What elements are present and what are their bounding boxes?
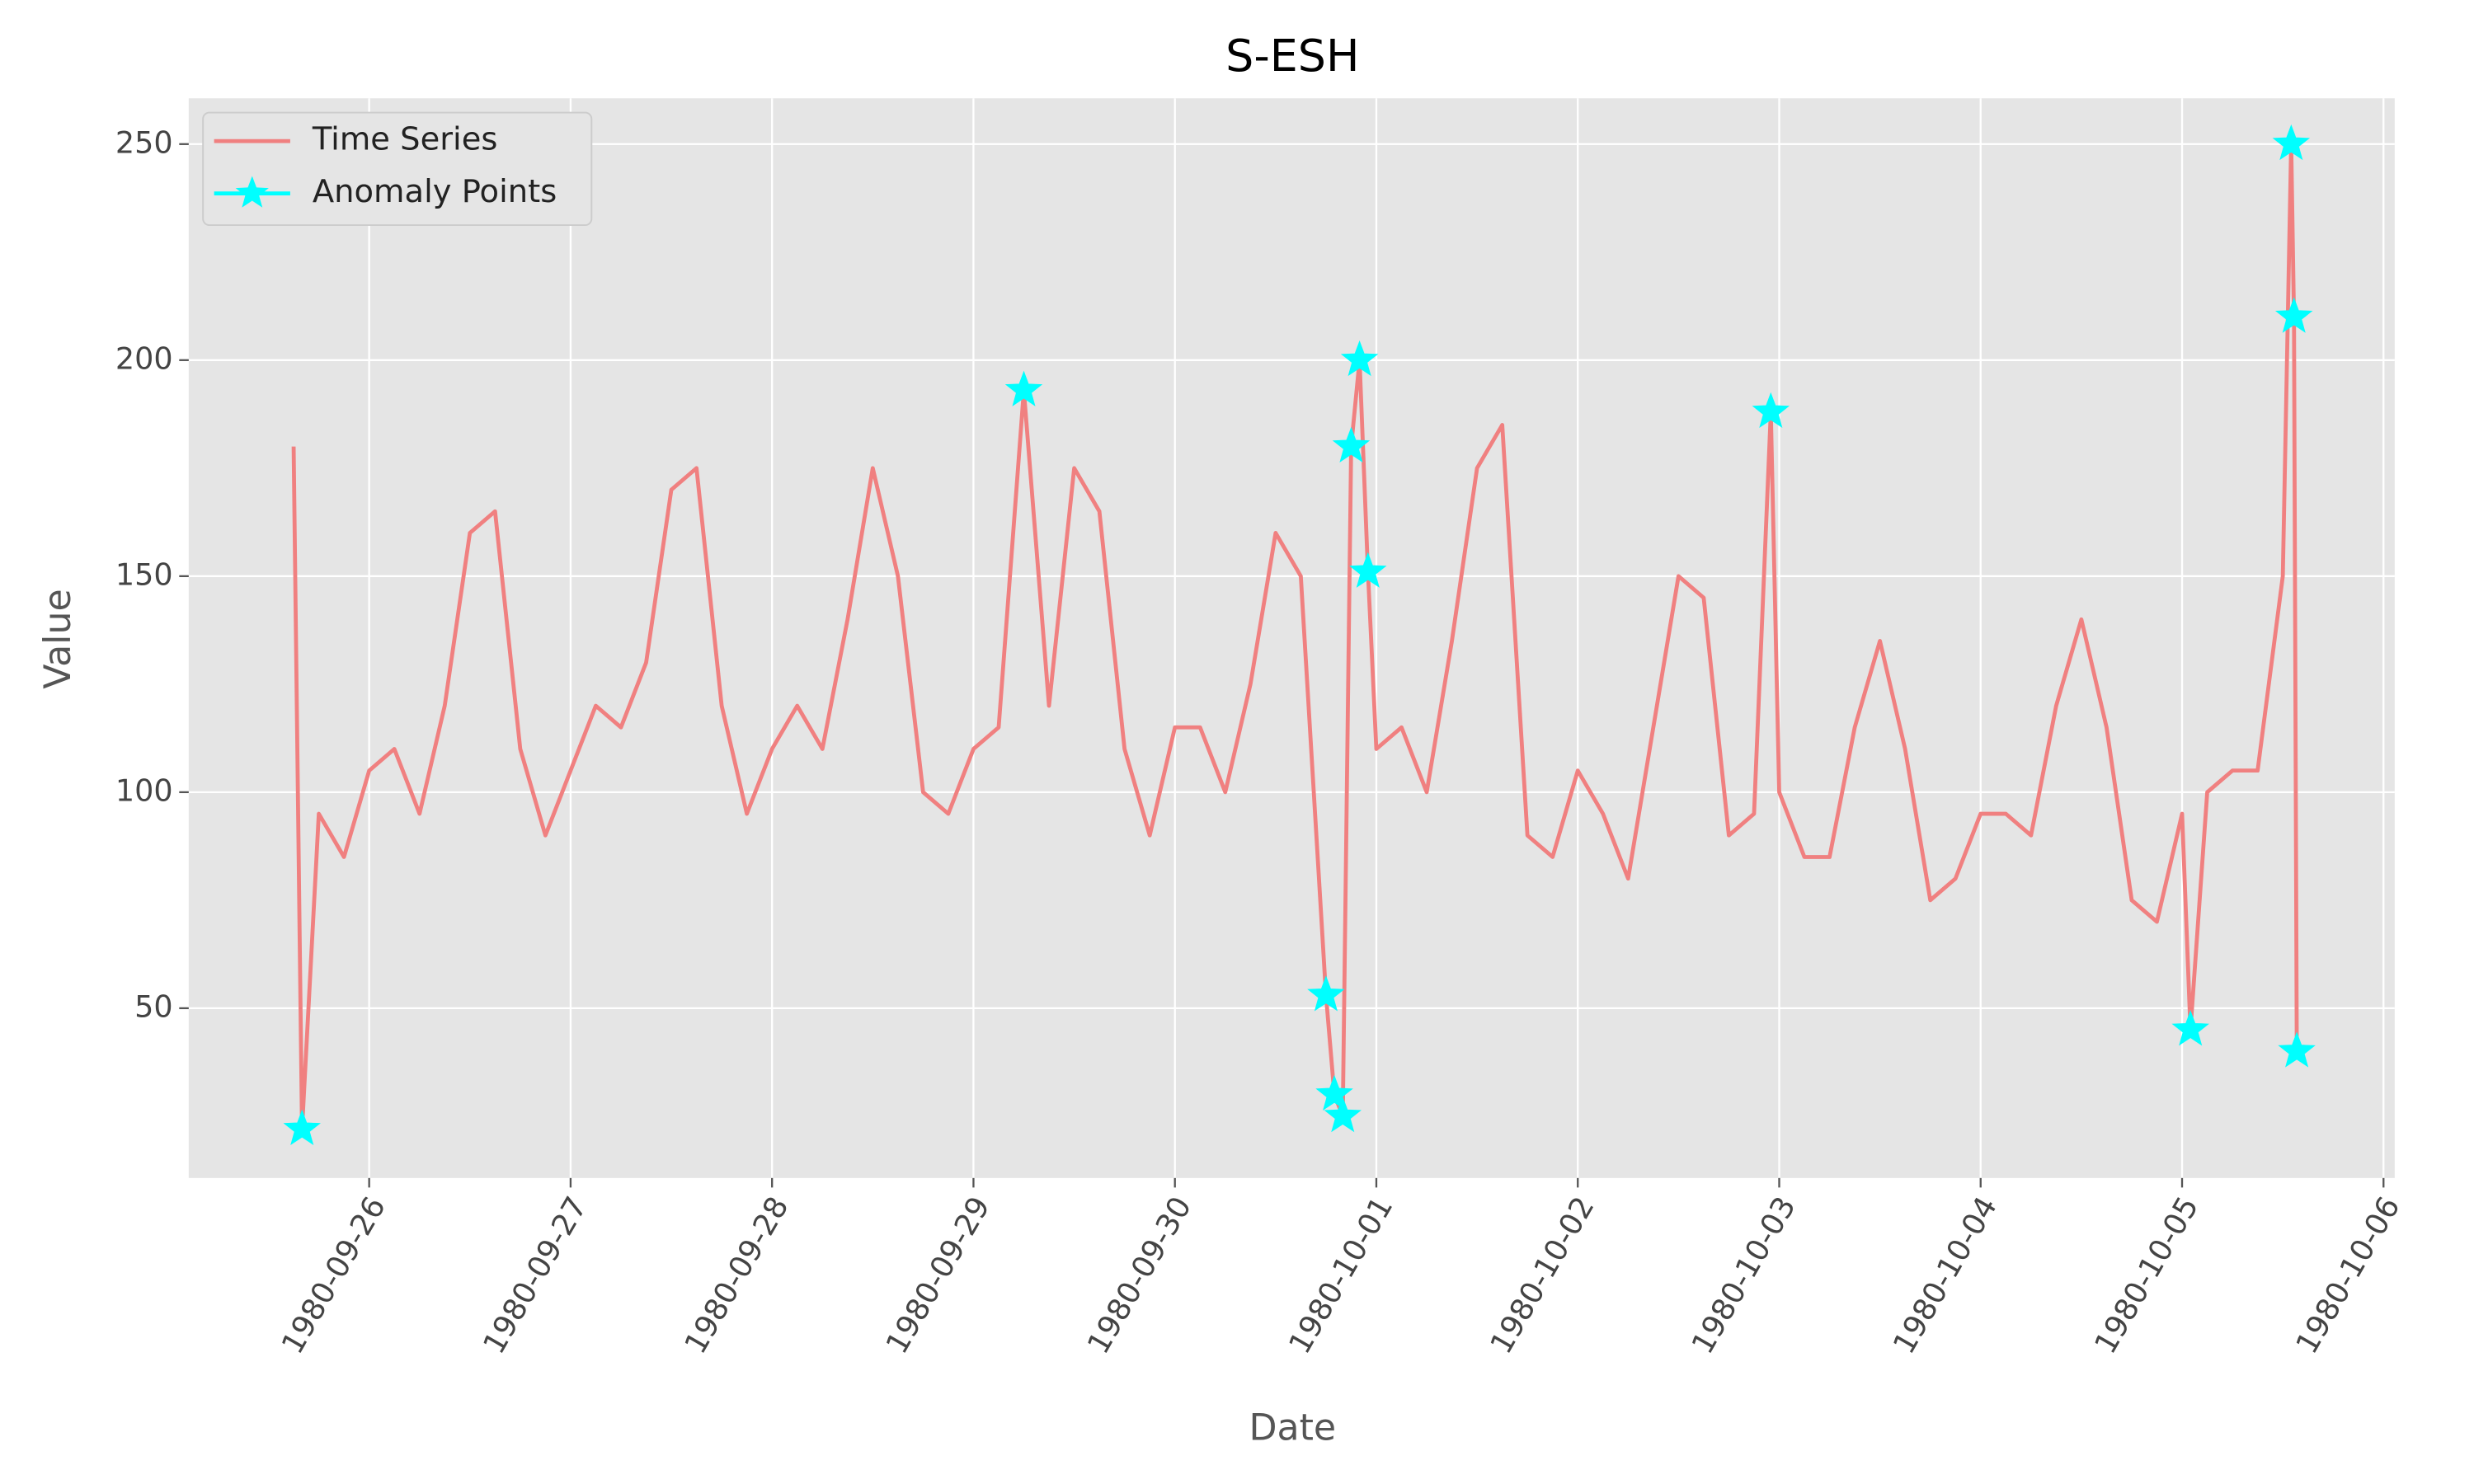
- series-line: [291, 142, 2299, 1132]
- x-tick-label: 1980-09-29: [879, 1190, 997, 1360]
- anomaly-point: [1332, 426, 1371, 463]
- legend-label: Anomaly Points: [313, 173, 557, 210]
- anomaly-point: [2171, 1010, 2209, 1046]
- y-tick-label: 200: [115, 340, 173, 376]
- anomaly-point: [1349, 552, 1387, 588]
- y-tick-label: 100: [115, 773, 173, 808]
- x-tick-label: 1980-09-30: [1080, 1190, 1198, 1360]
- x-tick-label: 1980-10-03: [1685, 1190, 1803, 1360]
- x-tick-label: 1980-10-04: [1886, 1190, 2004, 1360]
- chart-title: S-ESH: [1225, 30, 1359, 82]
- anomaly-point: [283, 1109, 321, 1145]
- legend-label: Time Series: [312, 121, 498, 158]
- anomaly-point: [1340, 340, 1379, 377]
- x-tick-label: 1980-09-28: [677, 1190, 795, 1360]
- legend: Time Series Anomaly Points: [202, 111, 593, 227]
- anomaly-point: [2272, 124, 2311, 161]
- y-tick-label: 150: [115, 556, 173, 592]
- anomaly-point: [1004, 370, 1043, 406]
- marks: [283, 124, 2316, 1145]
- x-tick-label: 1980-10-02: [1483, 1190, 1601, 1360]
- x-axis-label: Date: [1249, 1407, 1336, 1449]
- y-tick-label: 250: [115, 124, 173, 160]
- legend-box: [202, 111, 593, 227]
- x-tick-label: 1980-09-27: [476, 1190, 594, 1360]
- anomaly-point: [2274, 297, 2313, 333]
- anomaly-point: [1752, 392, 1790, 429]
- anomaly-point: [2278, 1031, 2316, 1068]
- y-tick-label: 50: [134, 989, 172, 1024]
- anomaly-point: [1315, 1074, 1353, 1111]
- x-tick-label: 1980-10-06: [2288, 1190, 2406, 1360]
- anomaly-point: [1324, 1097, 1362, 1133]
- x-tick-label: 1980-10-05: [2087, 1190, 2205, 1360]
- legend-marker: [235, 176, 269, 208]
- x-tick-label: 1980-09-26: [275, 1190, 393, 1360]
- x-tick-label: 1980-10-01: [1282, 1190, 1399, 1360]
- plot-area: [188, 98, 2395, 1178]
- y-axis-label: Value: [37, 589, 79, 688]
- anomaly-point: [1307, 975, 1345, 1012]
